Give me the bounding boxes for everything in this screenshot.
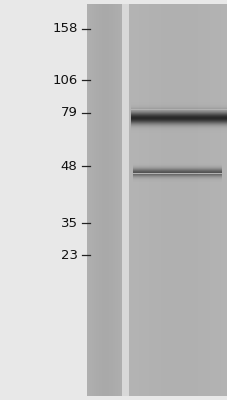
Bar	[131, 122, 226, 123]
Bar	[131, 121, 226, 122]
Bar	[133, 180, 221, 181]
Bar	[133, 171, 221, 172]
Bar	[131, 124, 226, 125]
Bar	[131, 120, 226, 121]
Bar	[86, 4, 121, 396]
Bar	[131, 101, 226, 102]
Bar	[131, 99, 226, 100]
Bar	[131, 106, 226, 108]
Bar	[131, 127, 226, 128]
Bar	[131, 102, 226, 103]
Bar	[133, 161, 221, 162]
Bar	[133, 182, 221, 183]
Bar	[133, 166, 221, 167]
Text: 106: 106	[52, 74, 77, 86]
Bar	[131, 132, 226, 133]
Bar	[131, 103, 226, 104]
Bar	[131, 113, 226, 114]
Bar	[131, 130, 226, 131]
Bar	[131, 129, 226, 130]
Bar	[131, 114, 226, 115]
Bar	[131, 97, 226, 98]
Bar	[131, 98, 226, 99]
Bar	[131, 104, 226, 105]
Bar	[131, 125, 226, 126]
Bar	[131, 133, 226, 134]
Bar	[131, 105, 226, 106]
Text: 158: 158	[52, 22, 77, 35]
Bar	[133, 181, 221, 182]
Text: 48: 48	[61, 160, 77, 172]
Bar	[133, 169, 221, 170]
Bar	[131, 118, 226, 119]
Bar	[133, 160, 221, 161]
Bar	[131, 115, 226, 116]
Bar	[131, 134, 226, 135]
Bar	[133, 176, 221, 177]
Bar	[131, 108, 226, 110]
Bar	[133, 159, 221, 160]
Bar	[131, 131, 226, 132]
Bar	[131, 135, 226, 136]
Bar	[133, 173, 221, 174]
Bar	[133, 177, 221, 178]
Text: 23: 23	[60, 249, 77, 262]
Bar	[133, 185, 221, 186]
Bar	[131, 126, 226, 127]
Bar	[131, 136, 226, 138]
Bar	[131, 123, 226, 124]
Bar	[133, 162, 221, 163]
Bar	[131, 128, 226, 129]
Bar	[133, 168, 221, 169]
Bar	[133, 174, 221, 175]
Bar	[133, 164, 221, 166]
Bar	[133, 178, 221, 179]
Bar	[131, 117, 226, 118]
Bar	[133, 163, 221, 164]
Text: 35: 35	[60, 217, 77, 230]
Bar	[131, 110, 226, 112]
Bar	[131, 100, 226, 101]
Bar	[131, 116, 226, 117]
Text: 79: 79	[60, 106, 77, 119]
Bar	[133, 170, 221, 171]
Bar	[133, 179, 221, 180]
Bar	[133, 184, 221, 185]
Bar	[133, 167, 221, 168]
Bar	[131, 119, 226, 120]
Bar	[121, 4, 128, 396]
Bar	[133, 175, 221, 176]
Bar	[133, 183, 221, 184]
